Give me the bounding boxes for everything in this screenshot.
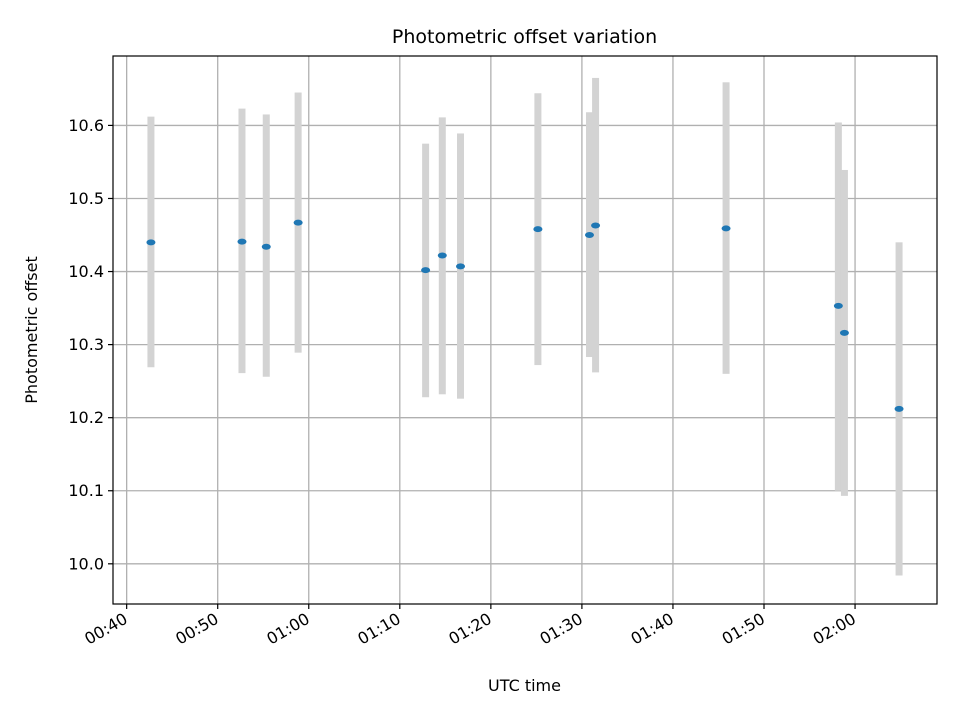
data-point (721, 225, 731, 232)
data-point (146, 239, 156, 246)
data-point (833, 302, 843, 309)
data-point (237, 238, 247, 245)
y-tick-label: 10.5 (68, 189, 104, 208)
y-tick-label: 10.4 (68, 262, 104, 281)
data-point (533, 226, 543, 233)
data-point (584, 232, 594, 239)
data-points (146, 219, 904, 412)
y-tick-label: 10.1 (68, 481, 104, 500)
chart-title: Photometric offset variation (392, 26, 657, 48)
data-point (591, 222, 601, 229)
data-point (456, 263, 466, 270)
data-point (894, 405, 904, 412)
x-axis-label: UTC time (488, 676, 561, 695)
y-tick-label: 10.2 (68, 408, 104, 427)
y-axis: 10.0 10.1 10.2 10.3 10.4 10.5 10.6 (68, 116, 113, 573)
y-tick-label: 10.0 (68, 554, 104, 573)
plot-frame (112, 55, 938, 605)
y-tick-label: 10.6 (68, 116, 104, 135)
data-point (437, 252, 447, 259)
y-axis-label: Photometric offset (22, 256, 41, 404)
data-point (293, 219, 303, 226)
y-tick-label: 10.3 (68, 335, 104, 354)
data-point (421, 267, 431, 274)
data-point (839, 329, 849, 336)
grid (113, 56, 937, 604)
data-point (261, 243, 271, 250)
